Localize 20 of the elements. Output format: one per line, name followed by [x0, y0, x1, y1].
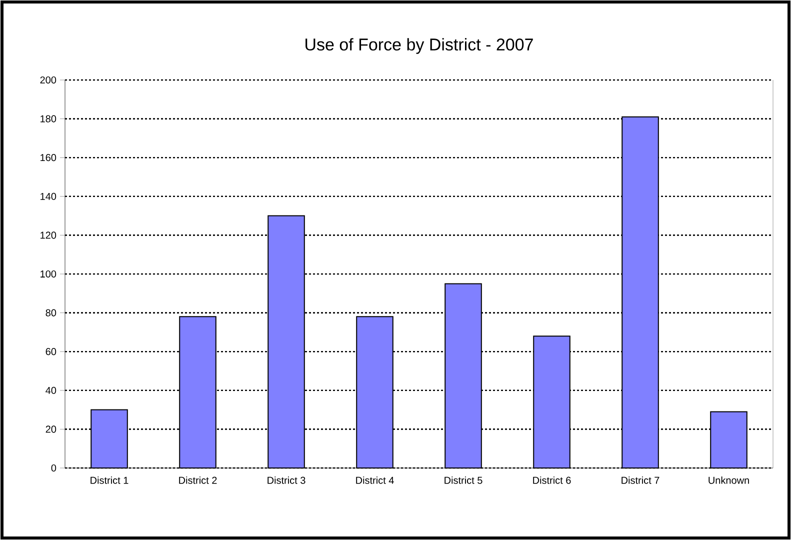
y-tick-label: 80	[46, 309, 56, 316]
y-tick-label: 160	[40, 154, 56, 162]
x-tick-label: District 4	[356, 476, 394, 484]
x-tick-label: District 1	[90, 476, 128, 484]
y-tick-label: 0	[51, 464, 56, 472]
y-tick-label: 100	[40, 270, 56, 278]
y-tick-label: 60	[46, 348, 56, 356]
chart-title: Use of Force by District - 2007	[306, 38, 533, 54]
y-tick-label: 140	[40, 192, 56, 200]
x-tick-label: Unknown	[708, 476, 749, 484]
x-tick-label: District 2	[179, 476, 217, 484]
y-tick-label: 180	[40, 115, 56, 122]
x-tick-label: District 5	[444, 476, 482, 484]
x-tick-label: District 7	[622, 476, 660, 484]
y-tick-label: 20	[46, 426, 56, 433]
y-tick-label: 120	[40, 232, 56, 239]
x-tick-label: District 6	[533, 476, 571, 484]
y-tick-label: 200	[40, 76, 56, 84]
y-tick-label: 40	[46, 386, 56, 394]
x-tick-label: District 3	[268, 476, 306, 484]
